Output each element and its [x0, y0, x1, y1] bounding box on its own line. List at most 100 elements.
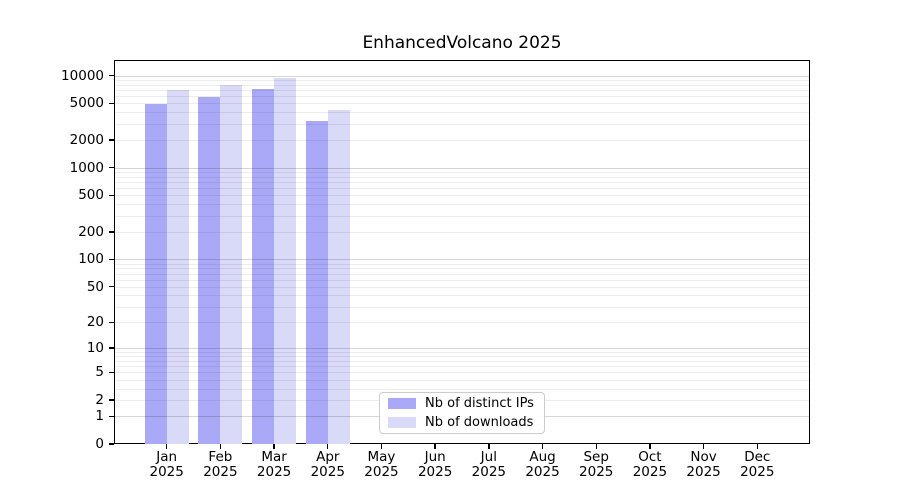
x-axis-tick-label: Jun 2025	[395, 450, 475, 480]
y-axis-tick-label: 50	[86, 278, 104, 295]
gridline-minor	[114, 366, 810, 368]
y-axis-tick-label: 5000	[69, 95, 104, 112]
y-axis-tick	[109, 231, 114, 233]
gridline-minor	[114, 360, 810, 362]
gridline-minor	[114, 195, 810, 197]
x-axis-tick	[273, 444, 275, 449]
y-axis-tick	[109, 139, 114, 141]
month-label-line: Jan	[156, 449, 178, 465]
gridline-minor	[114, 123, 810, 125]
y-axis-tick	[109, 258, 114, 261]
chart-title: EnhancedVolcano 2025	[362, 33, 562, 53]
y-axis-tick	[109, 102, 114, 105]
gridline-minor	[114, 273, 810, 275]
y-axis-tick-label: 10	[86, 340, 104, 357]
y-axis-tick-label: 5	[95, 364, 104, 381]
x-axis-tick	[380, 444, 383, 449]
y-axis-tick	[109, 443, 114, 445]
gridline-minor	[114, 84, 810, 86]
y-axis-tick-label: 1000	[69, 159, 104, 176]
gridline-minor	[114, 263, 810, 265]
x-axis-tick	[595, 444, 597, 449]
gridline-minor	[114, 171, 810, 173]
bar-distinct-ips	[252, 88, 275, 444]
x-axis-tick	[327, 444, 329, 449]
gridline-minor	[114, 268, 810, 270]
y-axis-tick	[109, 321, 114, 323]
year-label-line: 2025	[149, 464, 184, 480]
month-label-line: Aug	[529, 449, 556, 465]
legend-label-downloads: Nb of downloads	[425, 415, 534, 430]
gridline-minor	[114, 351, 810, 353]
bar-downloads	[220, 85, 243, 444]
gridline-minor	[114, 96, 810, 98]
month-label-line: May	[367, 449, 396, 465]
x-axis-tick	[649, 444, 651, 449]
legend-swatch-downloads	[388, 417, 416, 428]
y-axis-tick-label: 0	[95, 436, 104, 452]
gridline-minor	[114, 388, 810, 390]
gridline-minor	[114, 231, 810, 233]
year-label-line: 2025	[632, 464, 668, 480]
y-axis-tick	[109, 167, 114, 169]
gridline-minor	[114, 79, 810, 81]
y-axis-tick-label: 20	[86, 314, 104, 331]
gridline-minor	[114, 181, 810, 183]
y-axis-tick	[109, 74, 114, 77]
legend: Nb of distinct IPs Nb of downloads	[379, 392, 545, 434]
year-label-line: 2025	[471, 464, 506, 480]
gridline-minor	[114, 176, 810, 178]
bar-downloads	[327, 110, 350, 444]
x-axis-tick-label: Oct 2025	[610, 450, 690, 480]
gridline-major	[114, 348, 810, 350]
x-axis-tick-label: Feb 2025	[180, 450, 260, 480]
bar-downloads	[166, 89, 189, 444]
year-label-line: 2025	[686, 464, 721, 480]
bar-distinct-ips	[144, 104, 167, 444]
month-label-line: Oct	[638, 449, 662, 465]
month-label-line: Sep	[583, 449, 609, 465]
legend-item-downloads: Nb of downloads	[388, 415, 536, 430]
x-axis-tick-label: Sep 2025	[556, 450, 636, 480]
gridline-minor	[114, 188, 810, 190]
y-axis-tick	[109, 415, 114, 417]
month-label-line: Jun	[424, 449, 446, 465]
y-axis-tick-label: 100	[78, 251, 104, 268]
year-label-line: 2025	[740, 464, 775, 480]
month-label-line: Feb	[208, 449, 233, 465]
y-axis-tick-label: 10000	[61, 67, 104, 84]
gridline-minor	[114, 112, 810, 114]
gridline-minor	[114, 286, 810, 288]
x-axis-tick	[756, 444, 758, 449]
x-axis-tick-label: Jan 2025	[127, 450, 207, 480]
y-axis-tick-label: 500	[78, 187, 104, 204]
x-axis-tick-label: Aug 2025	[503, 450, 583, 480]
x-axis-tick	[434, 444, 436, 449]
x-axis-tick-label: Mar 2025	[234, 450, 314, 480]
x-axis-tick	[166, 444, 168, 449]
gridline-minor	[114, 306, 810, 308]
gridline-minor	[114, 140, 810, 142]
year-label-line: 2025	[364, 464, 399, 480]
gridline-minor	[114, 279, 810, 281]
x-axis-tick	[219, 444, 222, 449]
year-label-line: 2025	[525, 464, 560, 480]
x-axis-tick-label: Dec 2025	[717, 450, 797, 480]
x-axis-tick-label: Apr 2025	[288, 450, 368, 480]
y-axis-tick	[109, 194, 114, 197]
y-axis-tick-label: 200	[78, 223, 104, 240]
month-label-line: Apr	[316, 449, 340, 465]
gridline-major	[114, 259, 810, 261]
legend-swatch-distinct-ips	[388, 398, 416, 409]
legend-label-distinct-ips: Nb of distinct IPs	[425, 396, 534, 411]
x-axis-tick	[541, 444, 544, 449]
gridline-minor	[114, 295, 810, 297]
month-label-line: Nov	[690, 449, 717, 465]
bar-downloads	[274, 78, 297, 444]
month-label-line: Mar	[261, 449, 287, 465]
month-label-line: Dec	[744, 449, 771, 465]
gridline-minor	[114, 89, 810, 91]
year-label-line: 2025	[417, 464, 453, 480]
y-axis-tick-label: 2000	[69, 132, 104, 149]
